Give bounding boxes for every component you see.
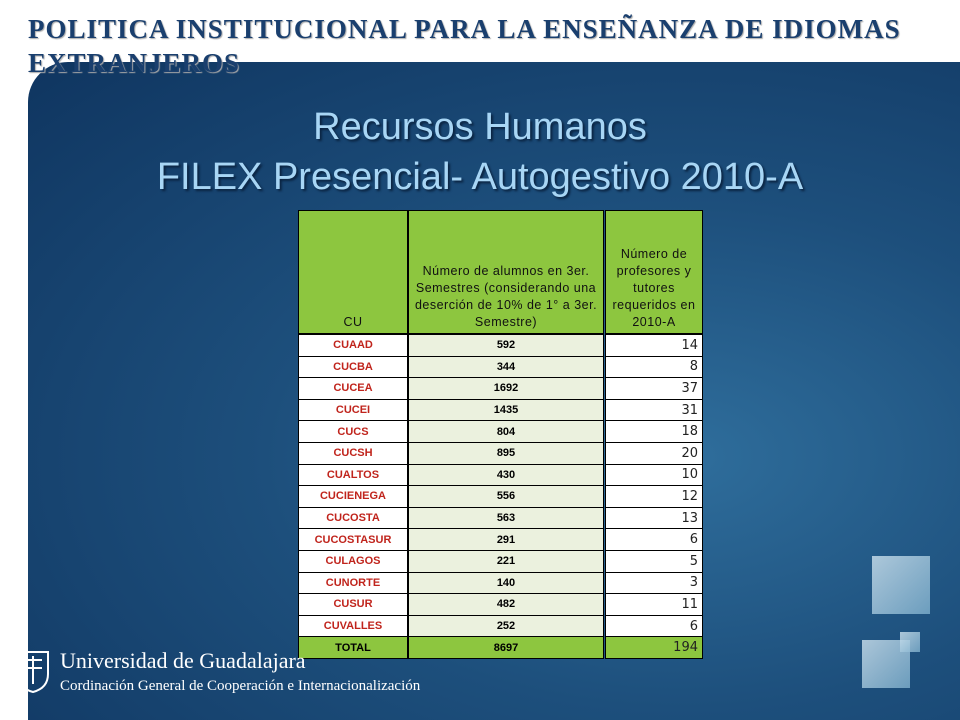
title-line: POLITICA INSTITUCIONAL PARA LA ENSEÑANZA… bbox=[28, 14, 901, 44]
table-cell: CUCOSTA bbox=[298, 506, 408, 530]
table-cell: CUCEA bbox=[298, 377, 408, 400]
table-cell: 20 bbox=[605, 442, 703, 465]
table-cell: 14 bbox=[605, 334, 703, 357]
table-cell: 221 bbox=[408, 550, 604, 573]
table-cell: CUCS bbox=[298, 420, 408, 443]
table-cell: 804 bbox=[408, 420, 604, 443]
table-cell: CULAGOS bbox=[298, 550, 408, 573]
table-cell: 563 bbox=[408, 506, 604, 530]
table-cell: CUCEI bbox=[298, 398, 408, 422]
table-cell: CUCOSTASUR bbox=[298, 528, 408, 551]
table-cell: 252 bbox=[408, 614, 604, 638]
table-cell: 140 bbox=[408, 571, 604, 595]
total-cell: 194 bbox=[605, 636, 703, 659]
table-cell: 430 bbox=[408, 463, 604, 487]
table-cell: 6 bbox=[605, 528, 703, 551]
table-cell: 344 bbox=[408, 355, 604, 379]
total-cell: TOTAL bbox=[298, 636, 408, 659]
table-cell: 482 bbox=[408, 593, 604, 616]
table-cell: CUSUR bbox=[298, 593, 408, 616]
table-cell: 5 bbox=[605, 550, 703, 573]
table-cell: 18 bbox=[605, 420, 703, 443]
total-cell: 8697 bbox=[408, 636, 604, 659]
table-cell: CUAAD bbox=[298, 334, 408, 357]
table-cell: 1692 bbox=[408, 377, 604, 400]
table-cell: 291 bbox=[408, 528, 604, 551]
table-cell: 3 bbox=[605, 571, 703, 595]
column-header: Número de alumnos en 3er. Semestres (con… bbox=[408, 210, 604, 334]
table-cell: 37 bbox=[605, 377, 703, 400]
decor bbox=[900, 632, 920, 652]
table-cell: 13 bbox=[605, 506, 703, 530]
table-cell: 10 bbox=[605, 463, 703, 487]
title-line: EXTRANJEROS bbox=[28, 48, 241, 78]
table-cell: 1435 bbox=[408, 398, 604, 422]
table-cell: 556 bbox=[408, 485, 604, 508]
table-cell: CUCIENEGA bbox=[298, 485, 408, 508]
column-header: Número de profesores y tutores requerido… bbox=[605, 210, 703, 334]
subtitle-line: Recursos Humanos bbox=[313, 106, 647, 148]
university-name: Universidad de Guadalajara bbox=[60, 648, 306, 673]
decor bbox=[872, 556, 930, 614]
table-cell: 6 bbox=[605, 614, 703, 638]
table-cell: 895 bbox=[408, 442, 604, 465]
table-cell: CUCSH bbox=[298, 442, 408, 465]
table-cell: 12 bbox=[605, 485, 703, 508]
table-cell: 11 bbox=[605, 593, 703, 616]
table-cell: 31 bbox=[605, 398, 703, 422]
table-cell: 8 bbox=[605, 355, 703, 379]
table-cell: CUALTOS bbox=[298, 463, 408, 487]
subtitle-line: FILEX Presencial- Autogestivo 2010-A bbox=[156, 156, 804, 198]
office-name: Cordinación General de Cooperación e Int… bbox=[60, 678, 421, 694]
table-cell: 592 bbox=[408, 334, 604, 357]
table-cell: CUNORTE bbox=[298, 571, 408, 595]
table-cell: CUCBA bbox=[298, 355, 408, 379]
column-header: CU bbox=[298, 210, 408, 334]
table-cell: CUVALLES bbox=[298, 614, 408, 638]
logo bbox=[17, 651, 49, 694]
